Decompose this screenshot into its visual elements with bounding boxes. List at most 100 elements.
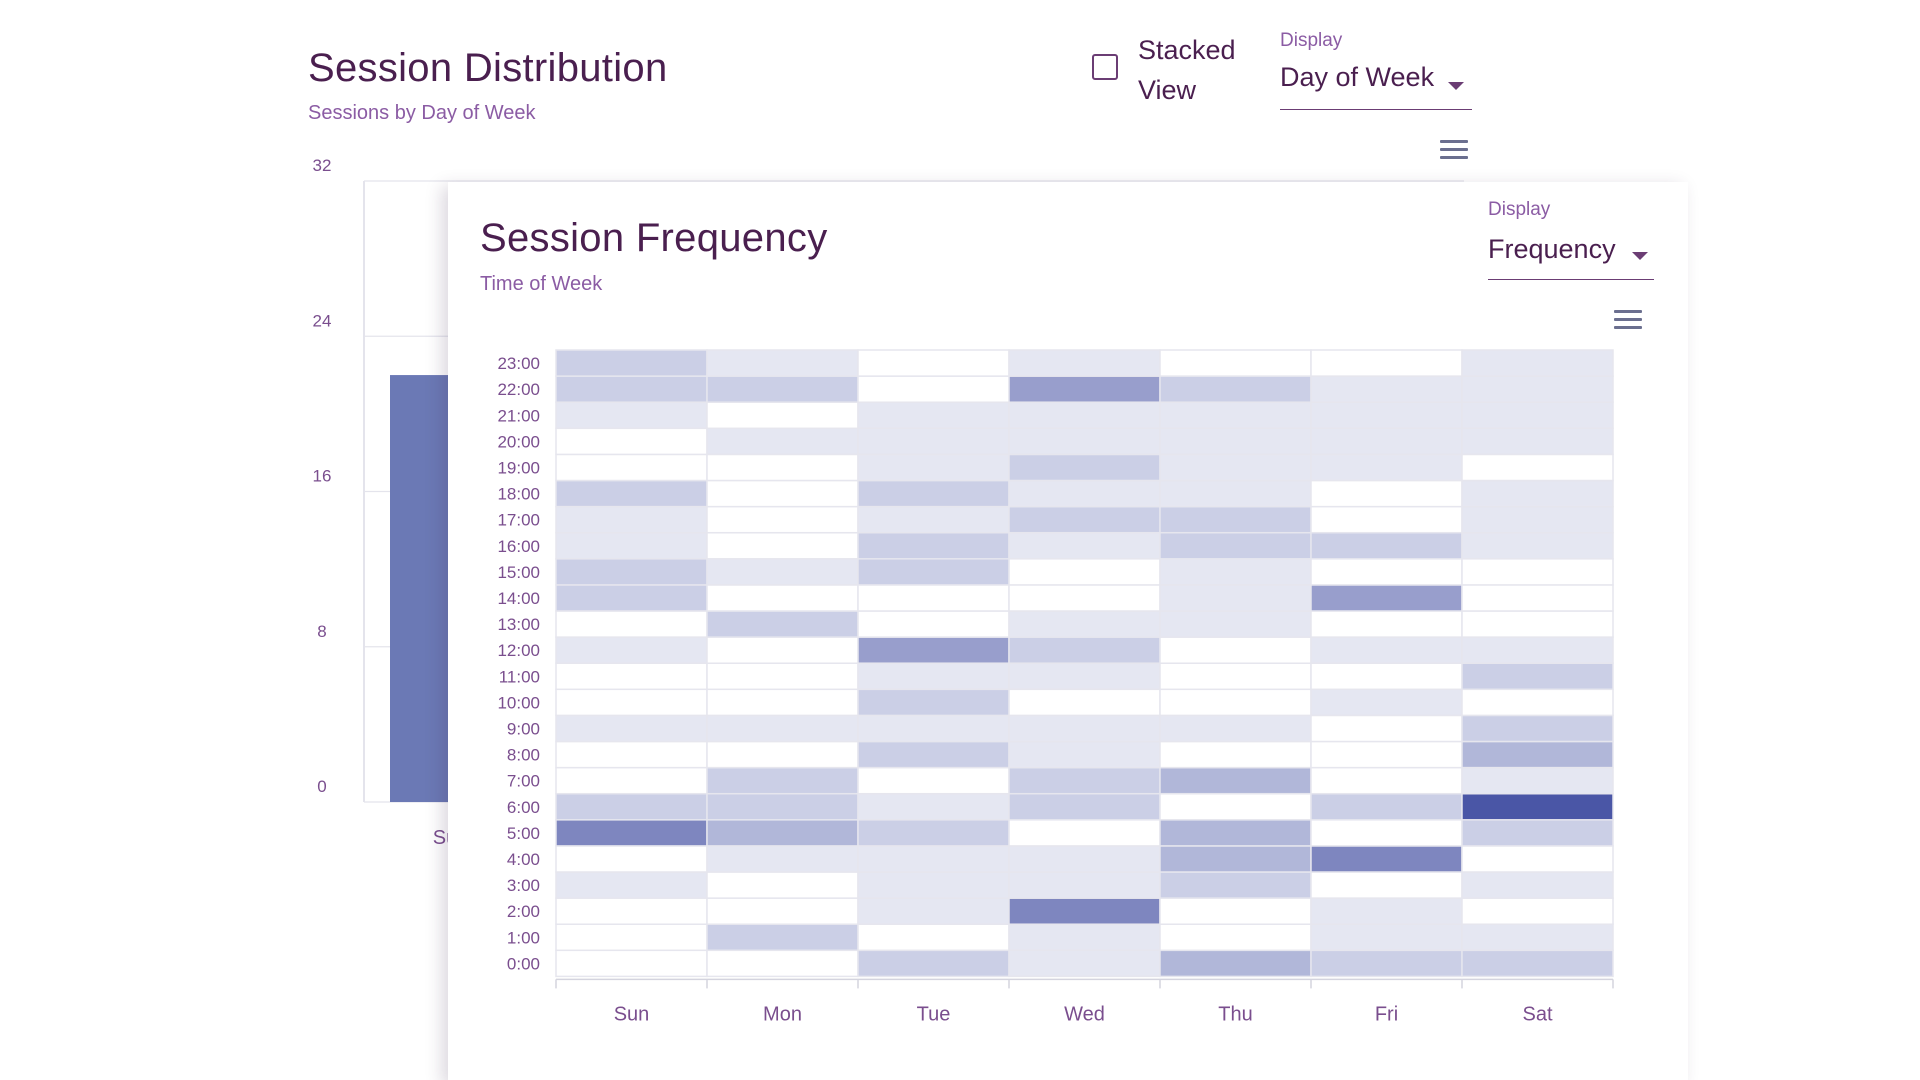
heatmap-cell bbox=[555, 714, 708, 743]
heatmap-cell bbox=[1159, 714, 1312, 743]
heatmap-cell bbox=[1310, 636, 1463, 664]
x-tick-label: Sat bbox=[1522, 1003, 1552, 1025]
heatmap-cell bbox=[1461, 479, 1614, 508]
heatmap-cell bbox=[1159, 584, 1312, 612]
heatmap-cell bbox=[1159, 375, 1312, 403]
heatmap-cell bbox=[1159, 505, 1312, 534]
y-tick-label: 23:00 bbox=[497, 354, 540, 373]
heatmap-cell bbox=[1008, 714, 1161, 743]
y-tick-label: 24 bbox=[313, 311, 332, 330]
display-select[interactable]: Frequency bbox=[1488, 234, 1654, 280]
y-tick-label: 1:00 bbox=[507, 928, 540, 947]
x-tick-label: Sun bbox=[614, 1003, 650, 1025]
x-tick-label: Wed bbox=[1064, 1003, 1105, 1025]
heatmap-cell bbox=[857, 897, 1010, 925]
heatmap-cell bbox=[1310, 845, 1463, 873]
heatmap-cell bbox=[1008, 584, 1161, 612]
y-tick-label: 18:00 bbox=[497, 485, 540, 504]
heatmap-cell bbox=[1461, 610, 1614, 638]
chevron-down-icon bbox=[1448, 82, 1464, 90]
heatmap-cell bbox=[1008, 505, 1161, 534]
heatmap-cell bbox=[1008, 531, 1161, 560]
display-select[interactable]: Day of Week bbox=[1280, 62, 1472, 110]
card-subtitle: Sessions by Day of Week bbox=[308, 102, 536, 124]
heatmap-cell bbox=[1310, 923, 1463, 952]
heatmap-cell bbox=[1008, 427, 1161, 456]
heatmap-cell bbox=[1461, 531, 1614, 560]
card-subtitle: Time of Week bbox=[480, 273, 603, 295]
card-title: Session Distribution bbox=[308, 46, 668, 90]
hamburger-menu-icon[interactable] bbox=[1440, 140, 1468, 162]
heatmap-cell bbox=[1461, 845, 1614, 873]
heatmap-cell bbox=[1159, 558, 1312, 586]
y-tick-label: 8 bbox=[317, 622, 326, 641]
heatmap-cell bbox=[1008, 453, 1161, 482]
heatmap-cell bbox=[1310, 740, 1463, 769]
heatmap-cell bbox=[1310, 610, 1463, 638]
heatmap-cell bbox=[555, 792, 708, 821]
heatmap-cell bbox=[857, 427, 1010, 456]
heatmap-cell bbox=[857, 401, 1010, 430]
heatmap-cell bbox=[1159, 636, 1312, 664]
heatmap-cell bbox=[706, 923, 859, 952]
heatmap-cell bbox=[555, 688, 708, 717]
heatmap-cell bbox=[1008, 349, 1161, 377]
heatmap-cell bbox=[1159, 766, 1312, 795]
heatmap-cell bbox=[555, 662, 708, 691]
heatmap-cell bbox=[555, 923, 708, 952]
heatmap-cell bbox=[857, 871, 1010, 899]
heatmap-cell bbox=[706, 375, 859, 403]
heatmap-cell bbox=[1008, 662, 1161, 691]
heatmap-cell bbox=[1008, 923, 1161, 952]
heatmap-cell bbox=[706, 714, 859, 743]
heatmap-cell bbox=[555, 610, 708, 638]
heatmap-cell bbox=[1008, 949, 1161, 978]
heatmap-cell bbox=[1310, 401, 1463, 430]
heatmap-cell bbox=[1159, 688, 1312, 717]
heatmap-cell bbox=[857, 949, 1010, 978]
heatmap-cell bbox=[1310, 375, 1463, 403]
heatmap-cell bbox=[706, 871, 859, 899]
heatmap-cell bbox=[1461, 401, 1614, 430]
y-tick-label: 10:00 bbox=[497, 693, 540, 712]
heatmap-cell bbox=[555, 401, 708, 430]
heatmap-cell bbox=[706, 740, 859, 769]
heatmap-cell bbox=[555, 505, 708, 534]
heatmap-cell bbox=[706, 427, 859, 456]
heatmap-cell bbox=[1461, 427, 1614, 456]
heatmap-cell bbox=[555, 949, 708, 978]
heatmap-cell bbox=[857, 740, 1010, 769]
heatmap-cell bbox=[1310, 897, 1463, 925]
y-tick-label: 6:00 bbox=[507, 798, 540, 817]
y-tick-label: 16:00 bbox=[497, 537, 540, 556]
heatmap-cell bbox=[1461, 584, 1614, 612]
heatmap-cell bbox=[1008, 636, 1161, 664]
y-tick-label: 19:00 bbox=[497, 458, 540, 477]
heatmap-cell bbox=[1310, 479, 1463, 508]
hamburger-menu-icon[interactable] bbox=[1614, 310, 1642, 332]
heatmap-cell bbox=[857, 819, 1010, 847]
stacked-view-checkbox[interactable] bbox=[1092, 54, 1118, 80]
heatmap-cell bbox=[857, 505, 1010, 534]
heatmap-cell bbox=[1310, 766, 1463, 795]
heatmap-cell bbox=[1008, 871, 1161, 899]
heatmap-cell bbox=[1159, 923, 1312, 952]
heatmap-cell bbox=[857, 610, 1010, 638]
heatmap-cell bbox=[1159, 871, 1312, 899]
heatmap-cell bbox=[555, 871, 708, 899]
heatmap-cell bbox=[706, 610, 859, 638]
heatmap-chart: 0:00 1:00 2:00 3:00 4:00 5:00 6:00 7:00 8:00 9:00… bbox=[497, 349, 1614, 1025]
y-tick-label: 14:00 bbox=[497, 589, 540, 608]
heatmap-cell bbox=[1310, 871, 1463, 899]
y-tick-label: 3:00 bbox=[507, 876, 540, 895]
heatmap-cell bbox=[555, 531, 708, 560]
heatmap-cell bbox=[1159, 401, 1312, 430]
heatmap-cell bbox=[1310, 427, 1463, 456]
heatmap-cell bbox=[555, 845, 708, 873]
heatmap-cell bbox=[1461, 636, 1614, 664]
heatmap-cell bbox=[857, 453, 1010, 482]
heatmap-cell bbox=[1008, 845, 1161, 873]
heatmap-cell bbox=[555, 584, 708, 612]
stacked-view-label[interactable]: Stacked View bbox=[1138, 35, 1236, 105]
